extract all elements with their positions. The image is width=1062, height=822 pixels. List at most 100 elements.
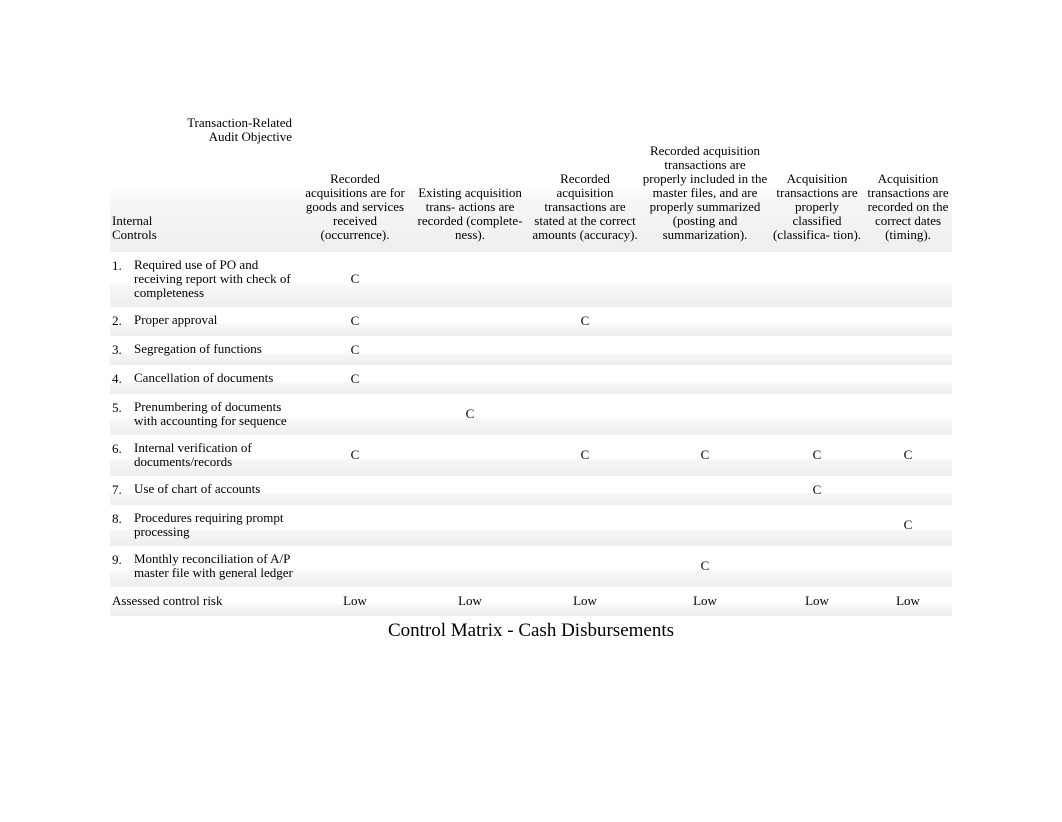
row-mark: C: [300, 435, 410, 476]
row-desc: Use of chart of accounts: [132, 476, 300, 505]
table-row: 6. Internal verification of documents/re…: [110, 435, 952, 476]
row-number: 2.: [110, 307, 132, 336]
table-row: 9. Monthly reconciliation of A/P master …: [110, 546, 952, 587]
objective-header-2: Existing acquisition trans- actions are …: [410, 108, 530, 252]
row-mark: [640, 336, 770, 365]
row-mark: C: [530, 307, 640, 336]
matrix-container: Transaction-Related Audit Objective Inte…: [110, 108, 952, 642]
objective-header-4: Recorded acquisition transactions are pr…: [640, 108, 770, 252]
row-mark: [300, 505, 410, 546]
row-mark: [864, 307, 952, 336]
row-mark: [410, 252, 530, 307]
row-desc: Internal verification of documents/recor…: [132, 435, 300, 476]
footer-value: Low: [770, 587, 864, 616]
row-mark: [410, 476, 530, 505]
row-desc: Required use of PO and receiving report …: [132, 252, 300, 307]
row-mark: [640, 307, 770, 336]
row-mark: [530, 365, 640, 394]
objective-header-1: Recorded acquisitions are for goods and …: [300, 108, 410, 252]
row-desc: Proper approval: [132, 307, 300, 336]
row-mark: C: [770, 476, 864, 505]
figure-caption: Control Matrix - Cash Disbursements: [110, 616, 952, 642]
footer-value: Low: [640, 587, 770, 616]
row-desc: Cancellation of documents: [132, 365, 300, 394]
header-transaction-related: Transaction-Related Audit Objective: [112, 116, 298, 144]
objective-header-6: Acquisition transactions are recorded on…: [864, 108, 952, 252]
row-number: 3.: [110, 336, 132, 365]
row-mark: [530, 546, 640, 587]
table-row: 5. Prenumbering of documents with accoun…: [110, 394, 952, 435]
row-mark: [770, 307, 864, 336]
row-mark: [640, 365, 770, 394]
header-controls: Controls: [112, 227, 157, 242]
row-number: 5.: [110, 394, 132, 435]
footer-label: Assessed control risk: [110, 587, 300, 616]
header-row: Transaction-Related Audit Objective Inte…: [110, 108, 952, 252]
footer-value: Low: [530, 587, 640, 616]
row-mark: C: [300, 252, 410, 307]
row-mark: [770, 336, 864, 365]
footer-row: Assessed control risk Low Low Low Low Lo…: [110, 587, 952, 616]
row-mark: [410, 336, 530, 365]
row-mark: [864, 546, 952, 587]
row-mark: C: [300, 307, 410, 336]
row-mark: [530, 394, 640, 435]
row-mark: [770, 394, 864, 435]
row-mark: [640, 252, 770, 307]
row-mark: [864, 336, 952, 365]
row-mark: [410, 546, 530, 587]
row-mark: [300, 394, 410, 435]
row-mark: C: [410, 394, 530, 435]
row-mark: [770, 505, 864, 546]
control-matrix-table: Transaction-Related Audit Objective Inte…: [110, 108, 952, 616]
row-mark: C: [864, 505, 952, 546]
row-mark: C: [770, 435, 864, 476]
controls-body: 1. Required use of PO and receiving repo…: [110, 252, 952, 587]
header-internal-controls: Internal Controls: [112, 214, 298, 242]
table-row: 7. Use of chart of accounts C: [110, 476, 952, 505]
row-number: 4.: [110, 365, 132, 394]
row-desc: Procedures requiring prompt processing: [132, 505, 300, 546]
row-mark: [410, 505, 530, 546]
header-line-2: Audit Objective: [209, 129, 292, 144]
row-mark: [864, 252, 952, 307]
row-mark: [530, 252, 640, 307]
row-mark: C: [640, 546, 770, 587]
header-internal: Internal: [112, 213, 152, 228]
objective-header-5: Acquisition transactions are properly cl…: [770, 108, 864, 252]
row-mark: [410, 435, 530, 476]
row-mark: C: [300, 336, 410, 365]
row-number: 6.: [110, 435, 132, 476]
row-mark: C: [864, 435, 952, 476]
row-mark: [300, 546, 410, 587]
row-desc: Prenumbering of documents with accountin…: [132, 394, 300, 435]
table-row: 8. Procedures requiring prompt processin…: [110, 505, 952, 546]
row-mark: C: [530, 435, 640, 476]
row-number: 7.: [110, 476, 132, 505]
row-mark: [640, 476, 770, 505]
row-mark: [864, 394, 952, 435]
row-mark: [864, 476, 952, 505]
row-mark: C: [640, 435, 770, 476]
row-desc: Segregation of functions: [132, 336, 300, 365]
row-mark: [410, 365, 530, 394]
footer-value: Low: [410, 587, 530, 616]
row-number: 8.: [110, 505, 132, 546]
row-mark: C: [300, 365, 410, 394]
row-mark: [640, 505, 770, 546]
row-mark: [640, 394, 770, 435]
table-row: 3. Segregation of functions C: [110, 336, 952, 365]
row-mark: [410, 307, 530, 336]
row-mark: [530, 476, 640, 505]
row-desc: Monthly reconciliation of A/P master fil…: [132, 546, 300, 587]
row-number: 9.: [110, 546, 132, 587]
row-mark: [770, 252, 864, 307]
row-mark: [300, 476, 410, 505]
row-mark: [770, 365, 864, 394]
footer-value: Low: [300, 587, 410, 616]
objective-header-3: Recorded acquisition transactions are st…: [530, 108, 640, 252]
row-mark: [770, 546, 864, 587]
row-mark: [530, 336, 640, 365]
row-mark: [864, 365, 952, 394]
row-number: 1.: [110, 252, 132, 307]
